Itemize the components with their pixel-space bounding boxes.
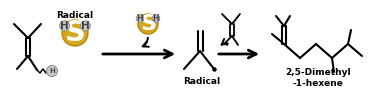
Text: Radical: Radical: [56, 10, 94, 20]
Text: S: S: [65, 19, 85, 47]
Text: 2,5-Dimethyl
-1-hexene: 2,5-Dimethyl -1-hexene: [285, 68, 351, 88]
Text: S: S: [140, 14, 156, 34]
Text: H: H: [153, 14, 159, 23]
Circle shape: [138, 14, 158, 34]
Circle shape: [81, 21, 90, 31]
Circle shape: [62, 20, 88, 46]
Circle shape: [152, 15, 160, 22]
Text: H: H: [49, 68, 55, 74]
Text: Radical: Radical: [183, 77, 220, 86]
Circle shape: [60, 21, 70, 31]
Text: H: H: [81, 21, 90, 31]
Text: H: H: [137, 14, 143, 23]
Circle shape: [46, 66, 57, 77]
Circle shape: [136, 15, 144, 22]
Text: H: H: [60, 21, 69, 31]
